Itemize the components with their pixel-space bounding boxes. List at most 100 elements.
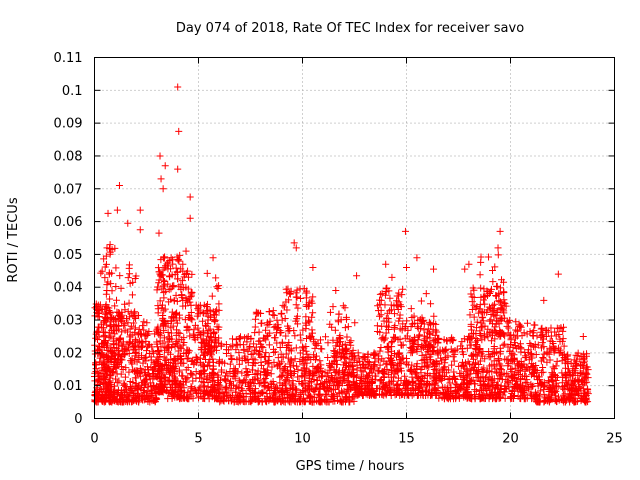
data-point bbox=[327, 374, 335, 382]
data-point bbox=[384, 315, 392, 323]
data-point bbox=[515, 322, 523, 330]
data-point bbox=[112, 315, 120, 323]
data-point bbox=[539, 354, 547, 362]
data-point bbox=[566, 398, 574, 406]
data-point bbox=[169, 372, 177, 380]
data-point bbox=[345, 368, 353, 376]
data-point bbox=[97, 320, 105, 328]
data-point bbox=[131, 324, 139, 332]
data-point bbox=[98, 339, 106, 347]
data-point bbox=[284, 397, 292, 405]
data-point bbox=[284, 322, 292, 330]
data-point bbox=[382, 329, 390, 337]
data-point bbox=[582, 369, 590, 377]
data-point bbox=[260, 334, 268, 342]
data-point bbox=[181, 375, 189, 383]
data-point bbox=[104, 278, 112, 286]
data-point bbox=[314, 339, 322, 347]
data-point bbox=[242, 365, 250, 373]
data-point bbox=[130, 367, 138, 375]
data-point bbox=[258, 398, 266, 406]
data-point bbox=[414, 386, 422, 394]
data-point bbox=[332, 342, 340, 350]
data-point bbox=[429, 347, 437, 355]
data-point bbox=[105, 332, 113, 340]
data-point bbox=[285, 338, 293, 346]
data-point bbox=[403, 264, 410, 272]
data-point bbox=[495, 356, 503, 364]
data-point bbox=[377, 296, 385, 304]
data-point bbox=[208, 393, 216, 401]
data-point bbox=[444, 389, 452, 397]
data-point bbox=[481, 300, 489, 308]
data-point bbox=[475, 361, 483, 369]
data-point bbox=[479, 317, 487, 325]
data-point bbox=[297, 295, 305, 303]
data-point bbox=[102, 337, 110, 345]
data-point bbox=[553, 382, 561, 390]
data-point bbox=[539, 330, 547, 338]
data-point bbox=[156, 297, 164, 305]
data-point bbox=[376, 361, 384, 369]
data-point bbox=[247, 350, 255, 358]
data-point bbox=[403, 332, 411, 340]
x-tick-label: 0 bbox=[90, 432, 98, 447]
data-point bbox=[511, 392, 519, 400]
data-point bbox=[199, 394, 207, 402]
data-point bbox=[127, 357, 135, 365]
data-point bbox=[232, 340, 240, 348]
data-point bbox=[351, 319, 359, 327]
data-point bbox=[189, 371, 197, 379]
data-point bbox=[434, 384, 442, 392]
data-point bbox=[324, 383, 332, 391]
data-point bbox=[471, 395, 479, 403]
data-point bbox=[294, 373, 302, 381]
data-point bbox=[510, 339, 518, 347]
data-point bbox=[310, 388, 318, 396]
data-point bbox=[462, 393, 470, 401]
data-point bbox=[330, 394, 338, 402]
data-point bbox=[139, 339, 147, 347]
data-point bbox=[150, 349, 158, 357]
data-point bbox=[324, 369, 332, 377]
data-point bbox=[375, 356, 383, 364]
data-point bbox=[484, 376, 492, 384]
data-point bbox=[477, 258, 485, 266]
data-point bbox=[260, 376, 268, 384]
data-point bbox=[265, 397, 273, 405]
data-point bbox=[393, 302, 401, 310]
y-tick-label: 0.04 bbox=[54, 281, 83, 296]
data-point bbox=[478, 386, 486, 394]
data-point bbox=[370, 349, 378, 357]
data-point bbox=[559, 327, 567, 335]
data-point bbox=[231, 374, 239, 382]
data-point bbox=[555, 344, 563, 352]
data-point bbox=[222, 376, 230, 384]
data-point bbox=[390, 350, 398, 358]
data-point bbox=[292, 344, 300, 352]
data-point bbox=[387, 301, 395, 309]
data-point bbox=[500, 296, 508, 304]
data-point bbox=[196, 301, 204, 309]
data-point bbox=[165, 376, 173, 384]
data-point bbox=[551, 389, 559, 397]
data-point bbox=[527, 362, 535, 370]
data-point bbox=[474, 367, 482, 375]
data-point bbox=[254, 367, 262, 375]
data-point bbox=[251, 359, 259, 367]
data-point bbox=[317, 361, 325, 369]
data-point bbox=[261, 374, 269, 382]
data-point bbox=[135, 398, 143, 406]
data-point bbox=[467, 322, 475, 330]
data-point bbox=[228, 335, 236, 343]
data-point bbox=[299, 326, 307, 334]
data-point bbox=[156, 385, 164, 393]
data-point bbox=[505, 324, 513, 332]
data-point bbox=[583, 385, 591, 393]
data-point bbox=[240, 377, 248, 385]
data-point bbox=[165, 286, 173, 294]
data-point bbox=[428, 390, 436, 398]
data-point bbox=[137, 343, 145, 351]
data-point bbox=[494, 251, 502, 259]
data-point bbox=[480, 378, 488, 386]
